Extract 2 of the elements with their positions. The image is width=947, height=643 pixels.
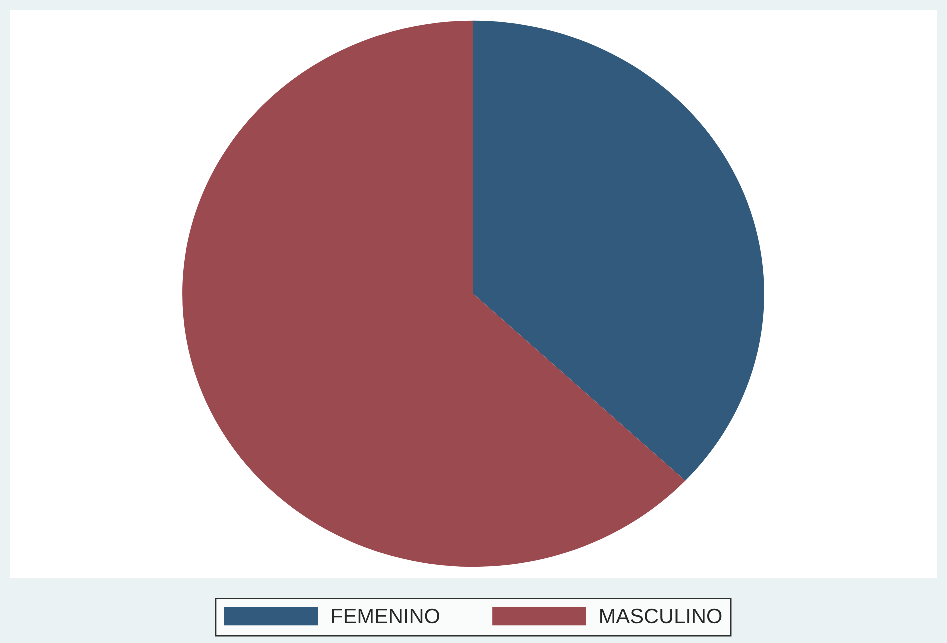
legend-label: MASCULINO bbox=[600, 608, 722, 624]
legend-label: FEMENINO bbox=[332, 608, 440, 624]
